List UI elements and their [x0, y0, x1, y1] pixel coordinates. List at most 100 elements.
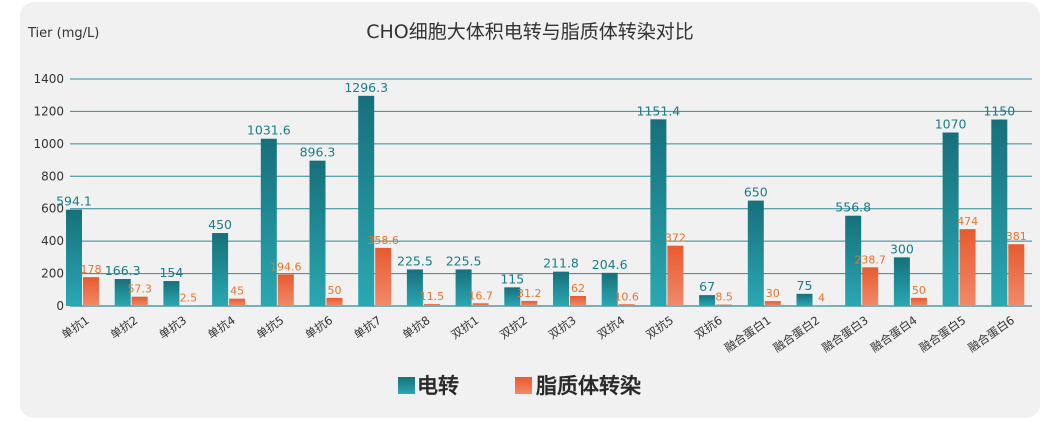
- x-tick-label: 单抗3: [156, 313, 189, 342]
- bar-lipo: [423, 304, 440, 306]
- bar-lipo: [764, 301, 781, 306]
- data-label-lipo: 178: [81, 263, 102, 276]
- data-label-electro: 650: [744, 185, 768, 200]
- data-label-lipo: 31.2: [517, 287, 542, 300]
- bar-electro: [406, 269, 423, 306]
- data-label-electro: 75: [797, 278, 813, 293]
- x-tick-label: 融合蛋白1: [722, 313, 774, 355]
- data-label-lipo: 10.6: [614, 290, 639, 303]
- chart-title: CHO细胞大体积电转与脂质体转染对比: [366, 21, 694, 43]
- x-tick-label: 单抗6: [302, 313, 335, 342]
- y-tick-labels: 0 200 400 600 800 1000 1200 1400: [33, 72, 64, 313]
- bar-lipo: [667, 245, 684, 306]
- bar-electro: [796, 293, 813, 306]
- bar-lipo: [277, 274, 294, 306]
- data-label-lipo: 30: [766, 287, 780, 300]
- bar-electro: [893, 257, 910, 306]
- bar-lipo: [326, 297, 343, 306]
- data-label-lipo: 50: [328, 284, 342, 297]
- x-tick-label: 双抗2: [497, 313, 530, 342]
- x-tick-label: 融合蛋白2: [771, 313, 823, 355]
- x-tick-label: 双抗4: [595, 313, 628, 342]
- x-tick-label: 单抗4: [205, 313, 238, 342]
- y-tick-label: 1200: [33, 104, 64, 118]
- data-label-electro: 204.6: [592, 257, 628, 272]
- bar-lipo: [472, 303, 489, 306]
- data-label-electro: 211.8: [543, 256, 579, 271]
- legend-label-lipo: 脂质体转染: [536, 374, 641, 398]
- bar-lipo: [229, 298, 246, 306]
- data-label-electro: 896.3: [300, 145, 336, 160]
- data-label-lipo: 238.7: [854, 253, 886, 266]
- data-label-lipo: 194.6: [270, 260, 302, 273]
- data-label-electro: 1150: [983, 104, 1015, 119]
- data-label-lipo: 11.5: [420, 290, 445, 303]
- data-label-lipo: 16.7: [468, 289, 493, 302]
- x-tick-label: 双抗5: [643, 313, 676, 342]
- legend-swatch-lipo: [515, 377, 532, 394]
- bar-electro: [163, 281, 180, 306]
- data-label-lipo: 57.3: [127, 283, 152, 296]
- y-tick-label: 600: [41, 202, 64, 216]
- bar-electro: [114, 279, 131, 306]
- data-label-lipo: 358.6: [367, 234, 399, 247]
- x-tick-label: 融合蛋白4: [868, 313, 920, 355]
- y-tick-label: 800: [41, 169, 64, 183]
- bar-electro: [699, 295, 716, 306]
- data-label-electro: 556.8: [835, 200, 871, 215]
- bar-electro: [553, 271, 569, 306]
- x-tick-label: 单抗8: [400, 313, 433, 342]
- x-tick-label: 双抗1: [448, 313, 481, 342]
- legend: 电转 脂质体转染: [398, 374, 641, 398]
- bar-lipo: [716, 304, 733, 306]
- bar-lipo: [375, 247, 392, 306]
- bar-lipo: [959, 229, 976, 306]
- bar-electro: [455, 269, 472, 306]
- data-label-lipo: 4: [818, 291, 825, 304]
- bar-electro: [66, 209, 82, 306]
- data-label-electro: 67: [699, 279, 715, 294]
- data-label-lipo: 474: [957, 215, 978, 228]
- bar-electro: [260, 138, 277, 306]
- data-label-lipo: 8.5: [715, 291, 733, 304]
- bar-lipo: [521, 300, 538, 306]
- x-tick-label: 单抗1: [59, 313, 92, 342]
- bar-electro: [601, 272, 618, 306]
- x-tick-label: 单抗2: [108, 313, 141, 342]
- bar-lipo: [570, 295, 586, 306]
- bar-electro: [309, 160, 326, 306]
- bar-lipo: [618, 304, 635, 306]
- data-label-electro: 166.3: [105, 263, 141, 278]
- data-label-electro: 225.5: [446, 253, 482, 268]
- y-tick-label: 0: [56, 299, 64, 313]
- bar-lipo: [862, 267, 879, 306]
- data-label-lipo: 381: [1006, 230, 1027, 243]
- data-label-lipo: 372: [665, 232, 686, 245]
- bar-lipo: [83, 277, 99, 306]
- bar-lipo: [131, 296, 148, 306]
- data-label-lipo: 45: [230, 285, 244, 298]
- x-tick-label: 单抗5: [254, 313, 287, 342]
- data-label-electro: 1070: [935, 117, 967, 132]
- bar-electro: [942, 132, 959, 306]
- bar-electro: [358, 95, 375, 307]
- data-label-lipo: 62: [571, 282, 585, 295]
- data-label-electro: 450: [208, 217, 232, 232]
- data-label-electro: 1296.3: [344, 80, 388, 95]
- legend-swatch-electro: [398, 377, 415, 394]
- bar-electro: [845, 215, 862, 306]
- chart-card: [20, 2, 1040, 418]
- x-tick-label: 融合蛋白6: [965, 313, 1017, 355]
- bar-electro: [991, 119, 1008, 307]
- data-label-electro: 594.1: [56, 194, 92, 209]
- bar-lipo: [910, 297, 927, 306]
- bar-electro: [504, 287, 521, 306]
- data-label-lipo: 2.5: [180, 292, 198, 305]
- bar-electro: [747, 200, 764, 306]
- y-tick-label: 1000: [33, 137, 64, 151]
- legend-label-electro: 电转: [417, 374, 459, 398]
- data-label-electro: 115: [500, 271, 524, 286]
- y-tick-label: 400: [41, 234, 64, 248]
- y-axis-label: Tier (mg/L): [27, 26, 99, 41]
